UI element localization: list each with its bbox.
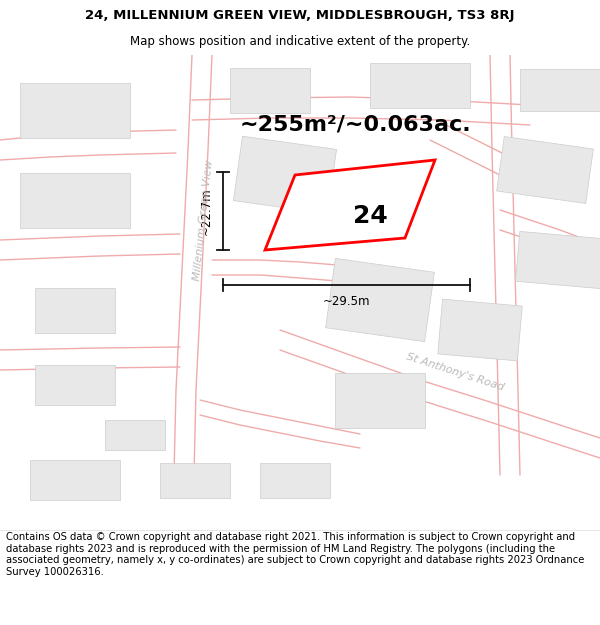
Text: 24, MILLENNIUM GREEN VIEW, MIDDLESBROUGH, TS3 8RJ: 24, MILLENNIUM GREEN VIEW, MIDDLESBROUGH… (85, 9, 515, 22)
Text: St Anthony's Road: St Anthony's Road (405, 351, 505, 392)
Polygon shape (520, 69, 600, 111)
Polygon shape (260, 462, 330, 498)
Text: Map shows position and indicative extent of the property.: Map shows position and indicative extent… (130, 35, 470, 48)
Text: Contains OS data © Crown copyright and database right 2021. This information is : Contains OS data © Crown copyright and d… (6, 532, 584, 577)
Polygon shape (20, 173, 130, 228)
Polygon shape (20, 82, 130, 138)
Polygon shape (370, 62, 470, 107)
Polygon shape (30, 460, 120, 500)
Polygon shape (515, 231, 600, 289)
Polygon shape (438, 299, 522, 361)
Text: ~29.5m: ~29.5m (323, 295, 370, 308)
Polygon shape (35, 365, 115, 405)
Polygon shape (160, 462, 230, 498)
Polygon shape (265, 160, 435, 250)
Polygon shape (335, 372, 425, 428)
Text: Millenium Green View: Millenium Green View (191, 159, 214, 281)
Polygon shape (497, 136, 593, 204)
Polygon shape (326, 258, 434, 342)
Polygon shape (35, 288, 115, 332)
Polygon shape (230, 68, 310, 112)
Text: 24: 24 (353, 204, 388, 228)
Text: ~255m²/~0.063ac.: ~255m²/~0.063ac. (239, 115, 471, 135)
Text: ~22.7m: ~22.7m (200, 188, 213, 235)
Polygon shape (105, 420, 165, 450)
Polygon shape (233, 136, 337, 214)
